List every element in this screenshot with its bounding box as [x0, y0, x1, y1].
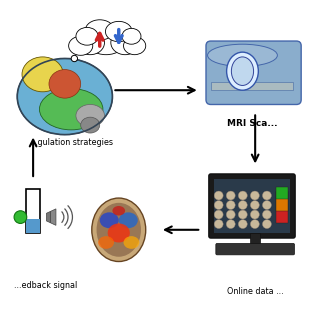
Circle shape	[251, 201, 259, 210]
Bar	[26, 188, 40, 233]
Polygon shape	[46, 212, 51, 223]
Ellipse shape	[227, 52, 258, 90]
Circle shape	[214, 220, 223, 228]
Circle shape	[214, 210, 223, 219]
Circle shape	[262, 220, 271, 228]
Ellipse shape	[119, 212, 138, 228]
Ellipse shape	[100, 212, 119, 228]
Circle shape	[251, 191, 259, 200]
Ellipse shape	[81, 117, 100, 133]
FancyBboxPatch shape	[206, 41, 301, 105]
Ellipse shape	[122, 28, 141, 44]
Ellipse shape	[111, 31, 140, 55]
Ellipse shape	[69, 36, 93, 55]
Circle shape	[238, 201, 247, 210]
Circle shape	[262, 210, 271, 219]
Circle shape	[238, 191, 247, 200]
Circle shape	[226, 191, 235, 200]
Polygon shape	[51, 209, 56, 225]
Circle shape	[262, 191, 271, 200]
Ellipse shape	[76, 28, 98, 45]
Ellipse shape	[98, 236, 114, 249]
Bar	[214, 179, 290, 233]
Text: ...edback signal: ...edback signal	[14, 281, 77, 290]
Ellipse shape	[231, 57, 253, 85]
Ellipse shape	[76, 105, 105, 127]
Ellipse shape	[17, 59, 112, 135]
Circle shape	[238, 220, 247, 228]
Bar	[251, 233, 260, 246]
Circle shape	[214, 201, 223, 210]
Circle shape	[251, 220, 259, 228]
Circle shape	[92, 37, 102, 48]
Ellipse shape	[85, 24, 127, 55]
Circle shape	[71, 55, 77, 62]
Bar	[211, 82, 293, 90]
Circle shape	[226, 210, 235, 219]
Circle shape	[226, 201, 235, 210]
Circle shape	[226, 220, 235, 228]
Ellipse shape	[208, 44, 277, 67]
Ellipse shape	[22, 57, 63, 92]
Circle shape	[238, 210, 247, 219]
Text: MRI Sca...: MRI Sca...	[227, 119, 277, 128]
FancyBboxPatch shape	[216, 244, 294, 255]
FancyBboxPatch shape	[209, 174, 295, 238]
Ellipse shape	[39, 89, 103, 130]
Ellipse shape	[108, 223, 130, 243]
Ellipse shape	[105, 21, 132, 42]
Ellipse shape	[85, 20, 114, 40]
Ellipse shape	[124, 37, 146, 55]
Ellipse shape	[76, 31, 105, 55]
Circle shape	[14, 211, 27, 223]
Ellipse shape	[124, 236, 140, 249]
Text: ...gulation strategies: ...gulation strategies	[30, 138, 113, 147]
Circle shape	[251, 210, 259, 219]
Bar	[276, 187, 288, 199]
Bar	[276, 192, 288, 223]
Circle shape	[262, 201, 271, 210]
Ellipse shape	[49, 69, 81, 98]
Circle shape	[83, 45, 91, 53]
Circle shape	[214, 191, 223, 200]
Ellipse shape	[112, 206, 125, 215]
Ellipse shape	[92, 198, 146, 261]
Text: Online data ...: Online data ...	[227, 287, 284, 296]
Bar	[276, 191, 288, 212]
Ellipse shape	[97, 203, 141, 257]
Bar	[26, 219, 40, 233]
